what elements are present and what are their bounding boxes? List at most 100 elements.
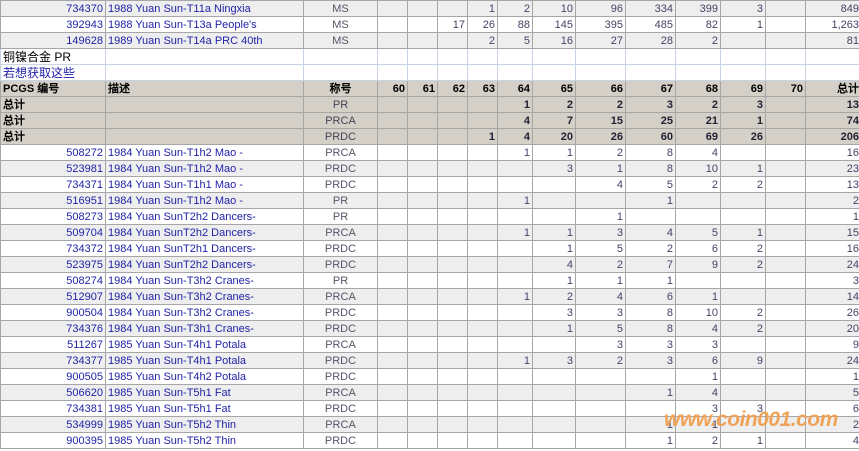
table-row[interactable]: 734372 1984 Yuan SunT2h1 Dancers- PRDC 1 5 2 6… [0, 240, 859, 257]
table-row[interactable]: 900395 1985 Yuan Sun-T5h2 Thin PRDC 1 2 1 4 [0, 432, 859, 449]
header-grade-62[interactable]: 62 [437, 80, 468, 97]
table-row[interactable]: 506620 1985 Yuan Sun-T5h1 Fat PRCA 1 4 5 [0, 384, 859, 401]
cell-grade-count [407, 368, 438, 385]
table-row[interactable]: 734381 1985 Yuan Sun-T5h1 Fat PRDC 3 3 6 [0, 400, 859, 417]
cell-pcgs-number[interactable]: 511267 [0, 336, 106, 353]
table-row[interactable]: 149628 1989 Yuan Sun-T14a PRC 40th MS 2 5 16 2… [0, 32, 859, 49]
cell-description[interactable]: 1984 Yuan SunT2h2 Dancers- [105, 208, 304, 225]
cell-pcgs-number[interactable]: 523981 [0, 160, 106, 177]
cell-grade-count: 1 [497, 192, 533, 209]
table-row[interactable]: 508272 1984 Yuan Sun-T1h2 Mao - PRCA 1 1 2 8 4 1… [0, 144, 859, 161]
cell-description[interactable]: 1984 Yuan Sun-T1h1 Mao - [105, 176, 304, 193]
table-row[interactable]: 509704 1984 Yuan SunT2h2 Dancers- PRCA 1 1 3 4… [0, 224, 859, 241]
table-row[interactable]: 392943 1988 Yuan Sun-T13a People's MS 17 26 8… [0, 16, 859, 33]
cell-pcgs-number[interactable]: 734371 [0, 176, 106, 193]
header-grade-70[interactable]: 70 [765, 80, 806, 97]
table-row[interactable]: 523975 1984 Yuan SunT2h2 Dancers- PRDC 4 2 7 9… [0, 256, 859, 273]
table-row[interactable]: 508273 1984 Yuan SunT2h2 Dancers- PR 1 1 [0, 208, 859, 225]
table-row[interactable]: 734377 1985 Yuan Sun-T4h1 Potala PRDC 1 3 2 3 6… [0, 352, 859, 369]
cell-grade-count: 2 [575, 352, 626, 369]
cell-grade-count [437, 224, 468, 241]
cell-pcgs-number[interactable]: 534999 [0, 416, 106, 433]
header-grade-65[interactable]: 65 [532, 80, 576, 97]
cell-pcgs-number[interactable]: 149628 [0, 32, 106, 49]
cell-description[interactable]: 1984 Yuan Sun-T1h2 Mao - [105, 144, 304, 161]
total-row[interactable]: 总计 PRDC 1 4 20 26 60 69 26 206 [0, 128, 859, 145]
cell-description[interactable]: 1984 Yuan Sun-T1h2 Mao - [105, 160, 304, 177]
table-row[interactable]: 534999 1985 Yuan Sun-T5h2 Thin PRCA 1 1 2 [0, 416, 859, 433]
header-grade-67[interactable]: 67 [625, 80, 676, 97]
cell-description[interactable]: 1984 Yuan Sun-T3h1 Cranes- [105, 320, 304, 337]
table-row[interactable]: 734376 1984 Yuan Sun-T3h1 Cranes- PRDC 1 5 8 4… [0, 320, 859, 337]
cell-row-total: 16 [805, 144, 859, 161]
total-row[interactable]: 总计 PRCA 4 7 15 25 21 1 74 [0, 112, 859, 129]
cell-description[interactable]: 1985 Yuan Sun-T4h2 Potala [105, 368, 304, 385]
cell-pcgs-number[interactable]: 516951 [0, 192, 106, 209]
cell-pcgs-number[interactable]: 508272 [0, 144, 106, 161]
header-grade-69[interactable]: 69 [720, 80, 766, 97]
cell-description[interactable]: 1985 Yuan Sun-T5h2 Thin [105, 416, 304, 433]
cell-description[interactable]: 1985 Yuan Sun-T4h1 Potala [105, 336, 304, 353]
cell-grade-count [407, 400, 438, 417]
total-row[interactable]: 总计 PR 1 2 2 3 2 3 13 [0, 96, 859, 113]
cell-grade-count: 4 [575, 288, 626, 305]
header-grade-64[interactable]: 64 [497, 80, 533, 97]
cell-description[interactable]: 1984 Yuan SunT2h2 Dancers- [105, 224, 304, 241]
table-row[interactable]: 511267 1985 Yuan Sun-T4h1 Potala PRCA 3 3 3 9 [0, 336, 859, 353]
table-row[interactable]: 734371 1984 Yuan Sun-T1h1 Mao - PRDC 4 5 2 2 13 [0, 176, 859, 193]
cell-empty [765, 64, 806, 81]
cell-description[interactable]: 1985 Yuan Sun-T4h1 Potala [105, 352, 304, 369]
cell-description[interactable]: 1984 Yuan Sun-T3h2 Cranes- [105, 288, 304, 305]
cell-pcgs-number[interactable]: 734381 [0, 400, 106, 417]
table-row[interactable]: 516951 1984 Yuan Sun-T1h2 Mao - PR 1 1 2 [0, 192, 859, 209]
cell-pcgs-number[interactable]: 392943 [0, 16, 106, 33]
cell-grade-count: 20 [532, 128, 576, 145]
cell-pcgs-number[interactable]: 734370 [0, 0, 106, 17]
cell-pcgs-number[interactable]: 509704 [0, 224, 106, 241]
note-row[interactable]: 铜镍合金 PR [0, 48, 859, 65]
cell-pcgs-number[interactable]: 734376 [0, 320, 106, 337]
table-row[interactable]: 900505 1985 Yuan Sun-T4h2 Potala PRDC 1 1 [0, 368, 859, 385]
cell-pcgs-number[interactable]: 734377 [0, 352, 106, 369]
header-grade-66[interactable]: 66 [575, 80, 626, 97]
cell-description[interactable]: 1984 Yuan Sun-T1h2 Mao - [105, 192, 304, 209]
cell-grade-count [377, 400, 408, 417]
cell-pcgs-number[interactable]: 734372 [0, 240, 106, 257]
cell-pcgs-number[interactable]: 523975 [0, 256, 106, 273]
cell-description[interactable]: 1984 Yuan Sun-T3h2 Cranes- [105, 304, 304, 321]
cell-description[interactable]: 1984 Yuan SunT2h2 Dancers- [105, 256, 304, 273]
cell-description[interactable]: 1988 Yuan Sun-T13a People's [105, 16, 304, 33]
table-row[interactable]: 900504 1984 Yuan Sun-T3h2 Cranes- PRDC 3 3 8 1… [0, 304, 859, 321]
header-grade[interactable]: 称号 [303, 80, 378, 97]
cell-description[interactable]: 1984 Yuan SunT2h1 Dancers- [105, 240, 304, 257]
cell-pcgs-number[interactable]: 512907 [0, 288, 106, 305]
cell-description[interactable]: 1985 Yuan Sun-T5h1 Fat [105, 400, 304, 417]
cell-pcgs-number[interactable]: 508273 [0, 208, 106, 225]
cell-description[interactable]: 1985 Yuan Sun-T5h2 Thin [105, 432, 304, 449]
table-row[interactable]: 508274 1984 Yuan Sun-T3h2 Cranes- PR 1 1 1 3 [0, 272, 859, 289]
cell-grade-count [720, 208, 766, 225]
cell-grade-count: 1 [497, 288, 533, 305]
cell-description[interactable]: 1985 Yuan Sun-T5h1 Fat [105, 384, 304, 401]
header-grade-68[interactable]: 68 [675, 80, 721, 97]
table-row[interactable]: 523981 1984 Yuan Sun-T1h2 Mao - PRDC 3 1 8 10 1… [0, 160, 859, 177]
cell-pcgs-number[interactable]: 506620 [0, 384, 106, 401]
cell-description[interactable]: 1984 Yuan Sun-T3h2 Cranes- [105, 272, 304, 289]
header-total[interactable]: 总计 [805, 80, 859, 97]
table-row[interactable]: 512907 1984 Yuan Sun-T3h2 Cranes- PRCA 1 2 4 6… [0, 288, 859, 305]
table-row[interactable]: 734370 1988 Yuan Sun-T11a Ningxia MS 1 2 10 96… [0, 0, 859, 17]
header-grade-61[interactable]: 61 [407, 80, 438, 97]
header-grade-60[interactable]: 60 [377, 80, 408, 97]
cell-description[interactable]: 1989 Yuan Sun-T14a PRC 40th [105, 32, 304, 49]
cell-description[interactable]: 1988 Yuan Sun-T11a Ningxia [105, 0, 304, 17]
cell-pcgs-number[interactable]: 900505 [0, 368, 106, 385]
cell-pcgs-number[interactable]: 900395 [0, 432, 106, 449]
header-grade-63[interactable]: 63 [467, 80, 498, 97]
header-pcgs-number[interactable]: PCGS 编号 [0, 80, 106, 97]
header-description[interactable]: 描述 [105, 80, 304, 97]
cell-pcgs-number[interactable]: 900504 [0, 304, 106, 321]
cell-grade-count: 3 [532, 352, 576, 369]
note-row[interactable]: 若想获取这些 [0, 64, 859, 81]
cell-pcgs-number[interactable]: 508274 [0, 272, 106, 289]
